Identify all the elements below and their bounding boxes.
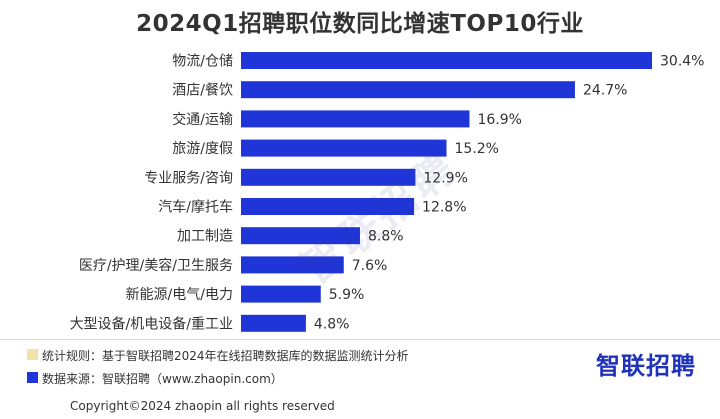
- value-label: 5.9%: [329, 287, 365, 303]
- bar: [241, 110, 470, 128]
- category-label: 大型设备/机电设备/重工业: [70, 315, 233, 332]
- footer-divider: [0, 339, 720, 340]
- chart-title: 2024Q1招聘职位数同比增速TOP10行业: [136, 11, 584, 37]
- category-label: 加工制造: [177, 229, 233, 245]
- value-label: 8.8%: [368, 229, 404, 245]
- bar: [241, 168, 416, 186]
- value-label: 4.8%: [314, 316, 350, 332]
- value-label: 16.9%: [477, 112, 521, 128]
- category-label: 新能源/电气/电力: [126, 287, 233, 303]
- value-label: 24.7%: [583, 83, 627, 99]
- note-source: 数据来源：智联招聘（www.zhaopin.com）: [27, 370, 283, 387]
- bar: [241, 52, 652, 69]
- bar: [241, 314, 306, 332]
- note-source-marker: [27, 372, 38, 383]
- category-label: 医疗/护理/美容/卫生服务: [79, 257, 233, 274]
- category-label: 汽车/摩托车: [158, 199, 233, 216]
- bar: [241, 285, 321, 303]
- category-label: 旅游/度假: [172, 141, 233, 157]
- value-label: 12.9%: [423, 170, 467, 186]
- value-label: 12.8%: [422, 200, 466, 216]
- category-label: 物流/仓储: [172, 54, 233, 70]
- note-source-text: 数据来源：智联招聘（www.zhaopin.com）: [42, 372, 283, 386]
- bar: [241, 198, 415, 215]
- note-rule: 统计规则：基于智联招聘2024年在线招聘数据库的数据监测统计分析: [27, 347, 409, 364]
- bar: [241, 227, 360, 245]
- value-label: 7.6%: [352, 258, 388, 274]
- bar: [241, 139, 447, 157]
- value-label: 15.2%: [455, 141, 499, 157]
- category-label: 专业服务/咨询: [144, 170, 233, 186]
- bar: [241, 81, 575, 99]
- value-label: 30.4%: [660, 54, 704, 70]
- bar-chart: 物流/仓储 30.4% 酒店/餐饮 24.7% 交通/运输 16.9% 旅游/度假 15.2%…: [70, 52, 704, 332]
- note-rule-text: 统计规则：基于智联招聘2024年在线招聘数据库的数据监测统计分析: [42, 349, 409, 363]
- bar: [241, 256, 344, 274]
- brand-logo: 智联招聘: [596, 352, 696, 380]
- category-label: 交通/运输: [172, 111, 233, 128]
- note-rule-marker: [27, 349, 38, 360]
- copyright: Copyright©2024 zhaopin all rights reserv…: [70, 399, 335, 413]
- category-label: 酒店/餐饮: [172, 83, 233, 99]
